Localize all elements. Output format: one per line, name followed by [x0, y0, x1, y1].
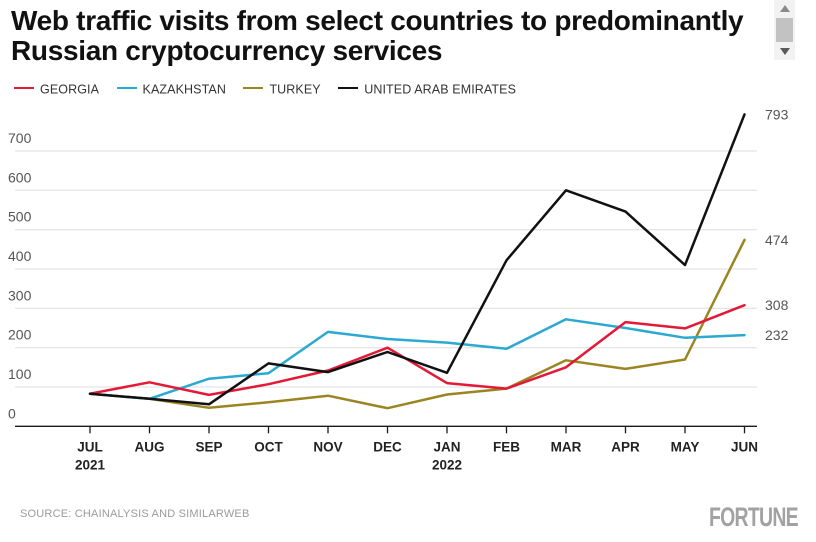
svg-text:308: 308	[765, 297, 789, 313]
svg-text:OCT: OCT	[254, 439, 283, 454]
svg-text:400: 400	[8, 248, 32, 264]
svg-text:300: 300	[8, 287, 32, 303]
svg-text:NOV: NOV	[313, 439, 342, 454]
svg-text:MAR: MAR	[551, 439, 582, 454]
svg-text:100: 100	[8, 366, 32, 382]
svg-text:JUL: JUL	[77, 439, 103, 454]
svg-text:JUN: JUN	[731, 439, 758, 454]
svg-text:500: 500	[8, 209, 32, 225]
svg-text:FEB: FEB	[493, 439, 520, 454]
svg-text:700: 700	[8, 130, 32, 146]
svg-text:APR: APR	[611, 439, 640, 454]
svg-text:474: 474	[765, 232, 789, 248]
svg-text:0: 0	[8, 405, 16, 421]
svg-text:2021: 2021	[75, 457, 106, 472]
svg-text:AUG: AUG	[135, 439, 165, 454]
svg-text:232: 232	[765, 327, 789, 343]
svg-text:SEP: SEP	[195, 439, 222, 454]
svg-text:MAY: MAY	[671, 439, 700, 454]
svg-text:793: 793	[765, 106, 789, 122]
svg-text:DEC: DEC	[373, 439, 402, 454]
svg-text:200: 200	[8, 327, 32, 343]
svg-text:2022: 2022	[432, 457, 462, 472]
svg-text:600: 600	[8, 169, 32, 185]
svg-text:JAN: JAN	[433, 439, 460, 454]
